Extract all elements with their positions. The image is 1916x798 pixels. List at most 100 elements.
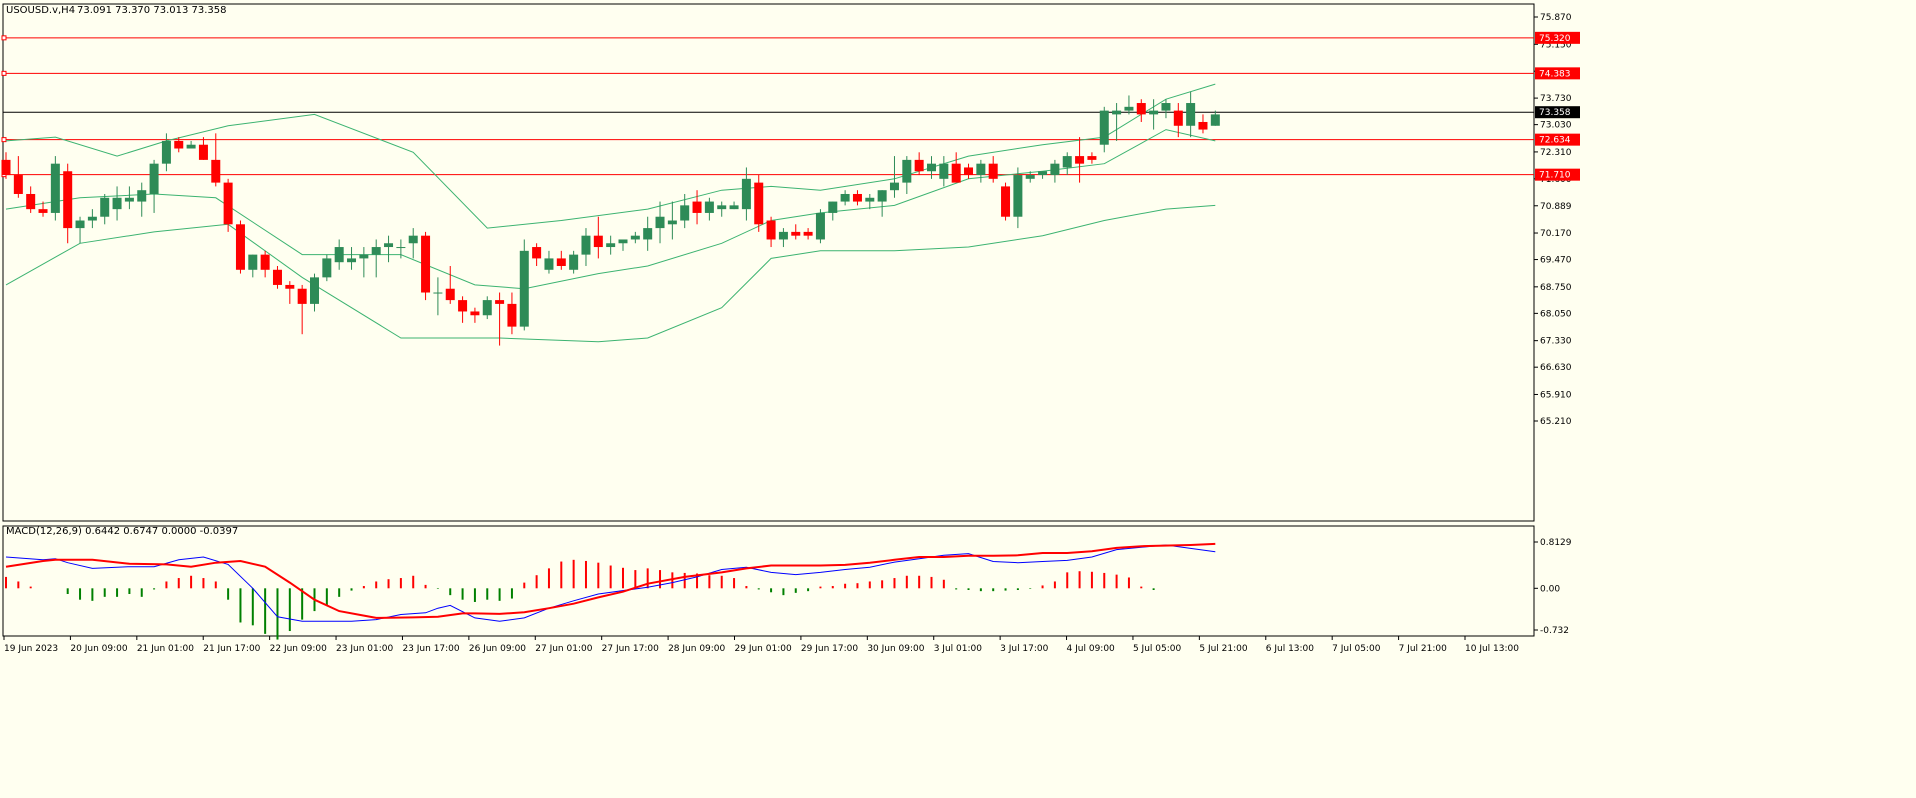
level-line-handle[interactable] <box>1 70 7 76</box>
candle[interactable] <box>211 133 221 187</box>
candle[interactable] <box>63 163 73 244</box>
candle[interactable] <box>334 239 344 270</box>
candle[interactable] <box>174 137 184 153</box>
candle[interactable] <box>803 228 813 240</box>
level-line-handle[interactable] <box>1 137 7 143</box>
candle[interactable] <box>384 235 394 263</box>
candle[interactable] <box>1198 114 1208 134</box>
candle[interactable] <box>38 201 48 217</box>
candle[interactable] <box>445 265 455 304</box>
candle[interactable] <box>371 239 381 278</box>
candle[interactable] <box>1186 91 1196 138</box>
candle[interactable] <box>458 296 468 323</box>
candle[interactable] <box>87 209 97 229</box>
candle[interactable] <box>50 156 60 221</box>
candle[interactable] <box>235 220 245 274</box>
candle[interactable] <box>1136 99 1146 122</box>
candle[interactable] <box>1062 152 1072 176</box>
candle[interactable] <box>852 190 862 206</box>
candle[interactable] <box>75 216 85 244</box>
candle[interactable] <box>112 186 122 221</box>
candle[interactable] <box>1099 106 1109 153</box>
candle[interactable] <box>778 228 788 248</box>
candle[interactable] <box>1210 110 1220 126</box>
candle[interactable] <box>840 190 850 206</box>
candle[interactable] <box>495 292 505 346</box>
candle[interactable] <box>1001 182 1011 221</box>
candle[interactable] <box>433 277 443 316</box>
candle[interactable] <box>951 152 961 183</box>
candle[interactable] <box>507 292 517 335</box>
candle[interactable] <box>310 273 319 312</box>
candle[interactable] <box>260 250 270 278</box>
candle[interactable] <box>186 140 196 149</box>
candle[interactable] <box>717 201 727 217</box>
candle[interactable] <box>754 175 764 232</box>
candle[interactable] <box>680 193 690 229</box>
candle[interactable] <box>630 231 640 244</box>
candle[interactable] <box>569 250 579 274</box>
candle[interactable] <box>149 159 159 213</box>
candle[interactable] <box>964 163 974 179</box>
candle[interactable] <box>198 137 208 160</box>
candle[interactable] <box>1 152 11 179</box>
candle[interactable] <box>322 254 332 282</box>
candle[interactable] <box>828 201 838 221</box>
candle[interactable] <box>248 254 258 278</box>
candle[interactable] <box>889 156 899 198</box>
candle[interactable] <box>877 190 887 217</box>
candle[interactable] <box>704 197 714 221</box>
candle[interactable] <box>1112 103 1122 141</box>
candle[interactable] <box>655 201 665 244</box>
candle[interactable] <box>741 167 751 221</box>
candle[interactable] <box>556 250 566 270</box>
candle[interactable] <box>791 224 801 240</box>
candle[interactable] <box>927 156 936 179</box>
candle[interactable] <box>1025 171 1035 183</box>
candle[interactable] <box>223 178 233 232</box>
candle[interactable] <box>618 239 628 251</box>
candle[interactable] <box>815 209 825 244</box>
candle[interactable] <box>470 307 480 323</box>
candle[interactable] <box>100 193 110 225</box>
candle[interactable] <box>593 216 603 259</box>
candle[interactable] <box>581 228 591 266</box>
macd-pane[interactable] <box>2 525 1535 640</box>
candle[interactable] <box>137 182 147 217</box>
candle[interactable] <box>285 281 295 304</box>
candle[interactable] <box>13 156 23 198</box>
candle[interactable] <box>667 201 677 240</box>
candle[interactable] <box>902 156 912 194</box>
candle[interactable] <box>408 228 418 259</box>
candle[interactable] <box>297 284 307 335</box>
candle[interactable] <box>643 216 653 251</box>
candle[interactable] <box>1050 159 1060 183</box>
candle[interactable] <box>26 186 36 213</box>
candle[interactable] <box>124 186 134 210</box>
candle[interactable] <box>766 216 776 248</box>
candle[interactable] <box>347 247 357 270</box>
candle[interactable] <box>1075 137 1085 183</box>
candle[interactable] <box>939 156 949 187</box>
candle[interactable] <box>988 156 998 183</box>
candle[interactable] <box>396 239 406 259</box>
candle[interactable] <box>161 133 171 172</box>
price-pane[interactable] <box>1 3 1535 522</box>
candle[interactable] <box>1161 99 1171 119</box>
candle[interactable] <box>976 159 986 183</box>
candle[interactable] <box>532 243 542 266</box>
candle[interactable] <box>482 296 492 320</box>
candle[interactable] <box>1013 167 1023 229</box>
candle[interactable] <box>519 239 529 331</box>
candle[interactable] <box>272 265 282 289</box>
candle[interactable] <box>421 231 431 301</box>
candle[interactable] <box>1087 152 1097 164</box>
candle[interactable] <box>606 235 616 255</box>
candle[interactable] <box>692 190 702 225</box>
candle[interactable] <box>544 250 554 274</box>
candle[interactable] <box>1124 95 1134 115</box>
candle[interactable] <box>1038 171 1048 179</box>
candle[interactable] <box>1149 99 1159 130</box>
candle[interactable] <box>1173 103 1183 138</box>
